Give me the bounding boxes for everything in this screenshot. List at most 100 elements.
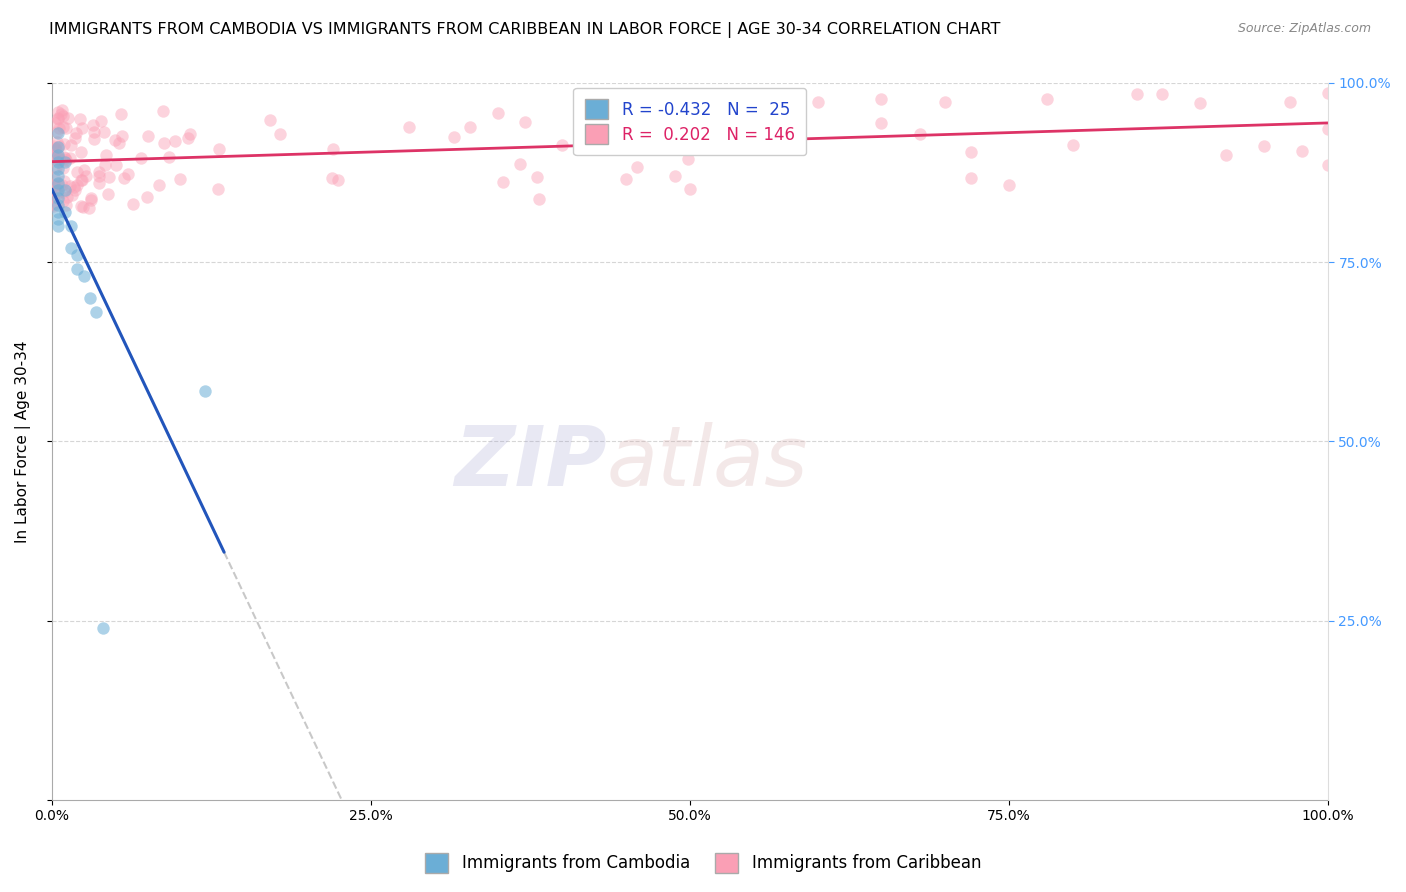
Point	[136, 129, 159, 144]
Point	[55, 153, 77, 167]
Point	[135, 189, 157, 203]
Point	[122, 197, 145, 211]
Point	[42, 150, 65, 164]
Point	[959, 145, 981, 160]
Point	[73, 269, 96, 284]
Point	[73, 162, 96, 177]
Point	[908, 128, 931, 142]
Point	[526, 170, 548, 185]
Point	[207, 182, 229, 196]
Text: IMMIGRANTS FROM CAMBODIA VS IMMIGRANTS FROM CARIBBEAN IN LABOR FORCE | AGE 30-34: IMMIGRANTS FROM CAMBODIA VS IMMIGRANTS F…	[49, 22, 1001, 38]
Point	[152, 103, 174, 118]
Point	[110, 107, 132, 121]
Point	[488, 105, 510, 120]
Point	[46, 154, 69, 169]
Point	[321, 170, 343, 185]
Point	[66, 165, 89, 179]
Point	[93, 125, 115, 139]
Point	[515, 114, 537, 128]
Point	[551, 138, 574, 153]
Point	[676, 135, 699, 149]
Point	[626, 160, 648, 174]
Point	[42, 179, 65, 194]
Point	[46, 140, 69, 154]
Point	[112, 170, 135, 185]
Point	[105, 158, 128, 172]
Point	[42, 197, 65, 211]
Point	[42, 170, 65, 185]
Point	[163, 134, 186, 148]
Point	[322, 143, 344, 157]
Point	[179, 127, 201, 141]
Point	[79, 291, 101, 305]
Point	[44, 116, 66, 130]
Point	[157, 150, 180, 164]
Point	[44, 184, 66, 198]
Point	[1215, 148, 1237, 162]
Point	[806, 95, 828, 109]
Point	[94, 147, 117, 161]
Point	[269, 127, 291, 141]
Point	[53, 174, 76, 188]
Point	[42, 148, 65, 162]
Point	[53, 205, 76, 219]
Point	[108, 136, 131, 151]
Point	[443, 130, 465, 145]
Y-axis label: In Labor Force | Age 30-34: In Labor Force | Age 30-34	[15, 340, 31, 542]
Point	[152, 136, 174, 151]
Point	[83, 132, 105, 146]
Point	[45, 143, 67, 157]
Point	[1278, 95, 1301, 109]
Point	[70, 120, 93, 135]
Point	[55, 198, 77, 212]
Point	[59, 179, 82, 194]
Point	[679, 182, 702, 196]
Point	[70, 173, 93, 187]
Point	[48, 121, 70, 136]
Point	[1316, 121, 1339, 136]
Point	[66, 178, 89, 192]
Point	[48, 152, 70, 166]
Point	[742, 126, 765, 140]
Point	[870, 116, 893, 130]
Point	[59, 151, 82, 165]
Point	[259, 113, 281, 128]
Point	[42, 190, 65, 204]
Point	[679, 92, 702, 106]
Point	[398, 120, 420, 134]
Point	[53, 185, 76, 199]
Point	[48, 104, 70, 119]
Point	[62, 179, 84, 194]
Point	[328, 173, 350, 187]
Point	[664, 169, 686, 184]
Point	[69, 112, 91, 127]
Point	[44, 178, 66, 193]
Point	[527, 192, 550, 206]
Point	[60, 138, 83, 153]
Point	[46, 111, 69, 125]
Point	[65, 131, 87, 145]
Point	[44, 141, 66, 155]
Point	[46, 125, 69, 139]
Point	[169, 172, 191, 186]
Point	[42, 138, 65, 153]
Point	[48, 151, 70, 165]
Point	[46, 219, 69, 234]
Point	[1253, 138, 1275, 153]
Point	[870, 92, 893, 106]
Point	[66, 262, 89, 277]
Point	[51, 178, 73, 192]
Point	[52, 194, 75, 209]
Point	[1125, 87, 1147, 101]
Point	[110, 128, 132, 143]
Point	[1152, 87, 1174, 101]
Point	[52, 150, 75, 164]
Point	[70, 199, 93, 213]
Point	[1062, 138, 1084, 153]
Text: Source: ZipAtlas.com: Source: ZipAtlas.com	[1237, 22, 1371, 36]
Point	[602, 129, 624, 144]
Point	[46, 176, 69, 190]
Point	[46, 184, 69, 198]
Point	[46, 198, 69, 212]
Point	[104, 133, 127, 147]
